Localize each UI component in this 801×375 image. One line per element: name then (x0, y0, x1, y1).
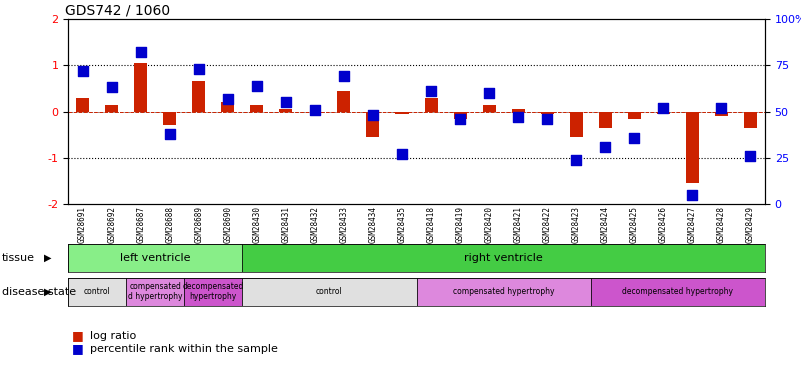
Text: disease state: disease state (2, 287, 76, 297)
Bar (686, 112, 699, 183)
Bar (396, 112, 409, 114)
Point (483, 90, 496, 96)
Bar (242, 278, 417, 306)
Point (251, 82, 264, 88)
Bar (105, 105, 119, 112)
Point (367, 112, 380, 118)
Text: GSM28690: GSM28690 (223, 206, 232, 243)
Text: GSM28430: GSM28430 (252, 206, 261, 243)
Bar (744, 112, 757, 128)
Bar (76, 98, 89, 112)
Point (76, 68, 89, 74)
Bar (68, 278, 127, 306)
Text: GSM28433: GSM28433 (340, 206, 348, 243)
Text: GSM28435: GSM28435 (397, 206, 406, 243)
Bar (192, 81, 205, 112)
Point (396, 151, 409, 157)
Text: GSM28425: GSM28425 (630, 206, 638, 243)
Bar (590, 278, 765, 306)
Text: GSM28688: GSM28688 (165, 206, 174, 243)
Text: GSM28692: GSM28692 (107, 206, 116, 243)
Bar (714, 112, 728, 116)
Text: decompensated hypertrophy: decompensated hypertrophy (622, 287, 734, 296)
Point (163, 131, 176, 137)
Bar (68, 244, 242, 272)
Bar (628, 112, 641, 118)
Point (628, 135, 641, 141)
Bar (184, 278, 242, 306)
Text: GSM28689: GSM28689 (195, 206, 203, 243)
Text: GSM28419: GSM28419 (456, 206, 465, 243)
Text: GSM28434: GSM28434 (368, 206, 377, 243)
Bar (366, 112, 380, 137)
Bar (127, 278, 184, 306)
Bar (570, 112, 583, 137)
Text: log ratio: log ratio (90, 331, 136, 340)
Text: GSM28422: GSM28422 (543, 206, 552, 243)
Text: GSM28691: GSM28691 (78, 206, 87, 243)
Bar (657, 112, 670, 114)
Point (425, 88, 437, 94)
Text: GSM28427: GSM28427 (688, 206, 697, 243)
Text: right ventricle: right ventricle (465, 253, 543, 263)
Text: compensated hypertrophy: compensated hypertrophy (453, 287, 554, 296)
Point (453, 116, 466, 122)
Text: decompensated
hypertrophy: decompensated hypertrophy (183, 282, 244, 301)
Bar (425, 98, 437, 112)
Text: ▶: ▶ (44, 287, 51, 297)
Point (715, 105, 728, 111)
Bar (163, 112, 176, 126)
Point (337, 73, 350, 79)
Bar (512, 109, 525, 112)
Text: compensated
d hypertrophy: compensated d hypertrophy (128, 282, 183, 301)
Text: GSM28432: GSM28432 (311, 206, 320, 243)
Text: ■: ■ (72, 329, 84, 342)
Bar (242, 244, 765, 272)
Text: GSM28418: GSM28418 (427, 206, 436, 243)
Text: GSM28420: GSM28420 (485, 206, 493, 243)
Bar (417, 278, 590, 306)
Bar (250, 105, 264, 112)
Bar (482, 105, 496, 112)
Text: GSM28431: GSM28431 (281, 206, 290, 243)
Point (657, 105, 670, 111)
Bar (598, 112, 612, 128)
Text: ■: ■ (72, 342, 84, 355)
Point (192, 66, 205, 72)
Bar (453, 112, 467, 118)
Point (135, 49, 147, 55)
Point (308, 107, 321, 113)
Text: control: control (316, 287, 343, 296)
Point (221, 96, 234, 102)
Bar (541, 112, 553, 114)
Bar (337, 91, 351, 112)
Text: tissue: tissue (2, 253, 34, 263)
Point (541, 116, 553, 122)
Text: GSM28421: GSM28421 (513, 206, 522, 243)
Point (744, 153, 757, 159)
Bar (280, 109, 292, 112)
Point (105, 84, 118, 90)
Text: GSM28426: GSM28426 (659, 206, 668, 243)
Text: control: control (84, 287, 111, 296)
Bar (134, 63, 147, 112)
Text: ▶: ▶ (44, 253, 51, 263)
Text: GSM28687: GSM28687 (136, 206, 145, 243)
Text: GSM28428: GSM28428 (717, 206, 726, 243)
Text: percentile rank within the sample: percentile rank within the sample (90, 344, 278, 354)
Point (570, 157, 582, 163)
Bar (221, 102, 235, 112)
Text: GSM28424: GSM28424 (601, 206, 610, 243)
Text: left ventricle: left ventricle (120, 253, 191, 263)
Text: GSM28429: GSM28429 (746, 206, 755, 243)
Point (512, 114, 525, 120)
Text: GDS742 / 1060: GDS742 / 1060 (65, 4, 170, 18)
Text: GSM28423: GSM28423 (572, 206, 581, 243)
Point (599, 144, 612, 150)
Point (280, 99, 292, 105)
Point (686, 192, 698, 198)
